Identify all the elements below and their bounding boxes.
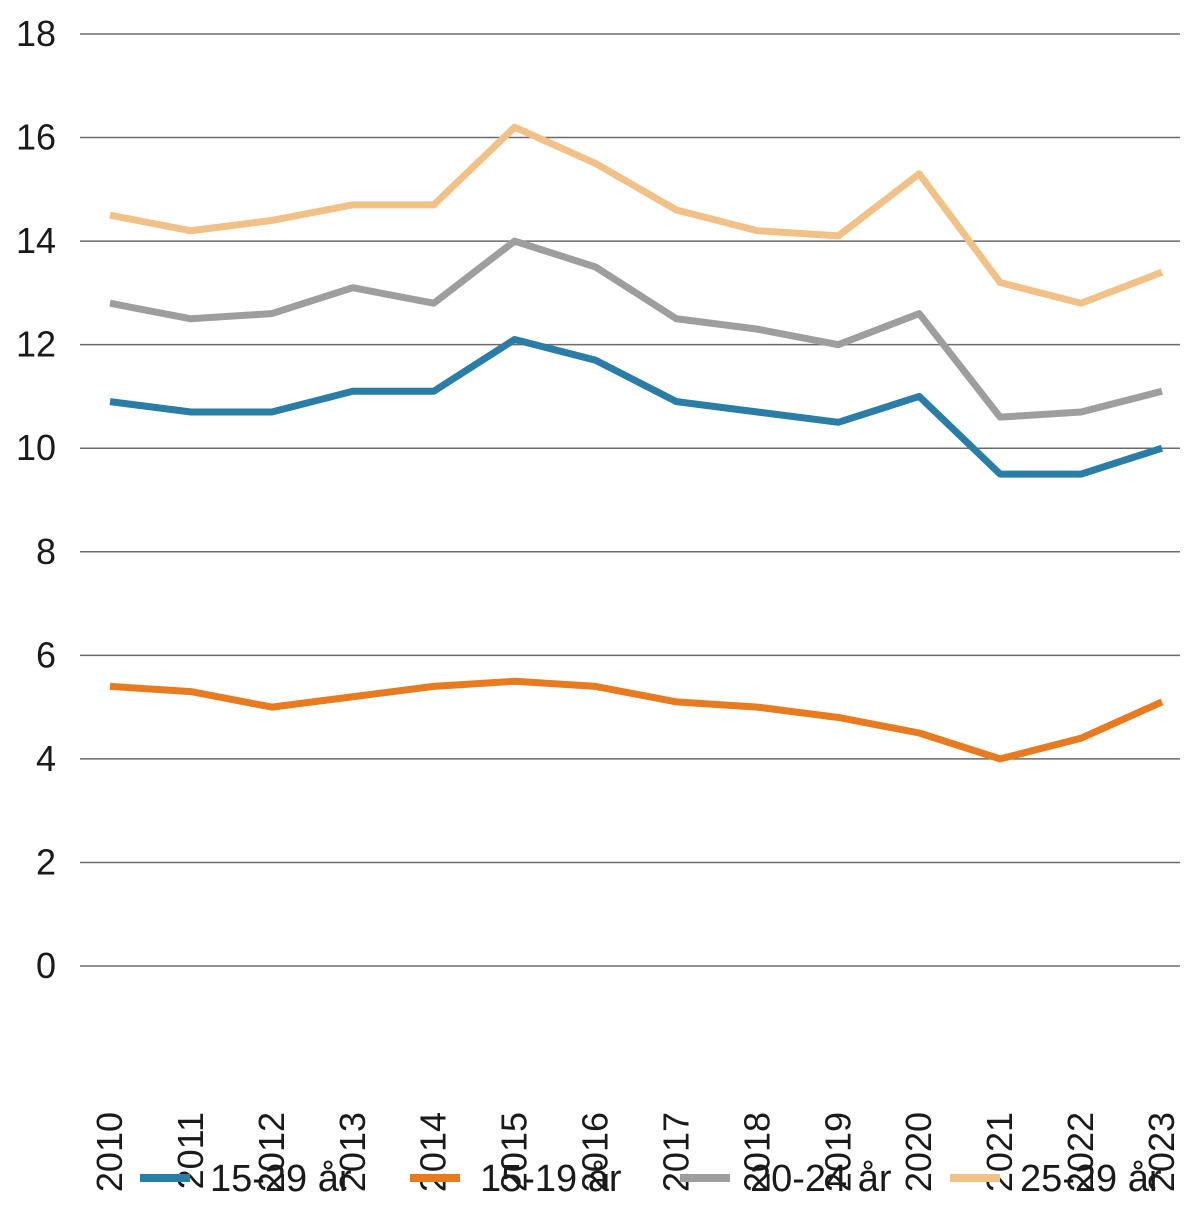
legend-label: 15-29 år	[210, 1158, 352, 1200]
y-tick-label: 10	[16, 427, 56, 468]
y-tick-label: 18	[16, 13, 56, 54]
y-tick-label: 14	[16, 220, 56, 261]
y-tick-label: 4	[36, 738, 56, 779]
y-tick-label: 2	[36, 841, 56, 882]
legend-label: 15-19 år	[480, 1158, 622, 1200]
y-tick-label: 0	[36, 945, 56, 986]
chart-svg: 0246810121416182010201120122013201420152…	[0, 0, 1200, 1213]
y-tick-label: 6	[36, 634, 56, 675]
line-chart: 0246810121416182010201120122013201420152…	[0, 0, 1200, 1213]
chart-background	[0, 0, 1200, 1213]
legend-label: 25-29 år	[1020, 1158, 1162, 1200]
legend-label: 20-24 år	[750, 1158, 892, 1200]
x-tick-label: 2010	[89, 1112, 130, 1192]
x-tick-label: 2020	[898, 1112, 939, 1192]
y-tick-label: 12	[16, 324, 56, 365]
y-tick-label: 8	[36, 531, 56, 572]
y-tick-label: 16	[16, 117, 56, 158]
